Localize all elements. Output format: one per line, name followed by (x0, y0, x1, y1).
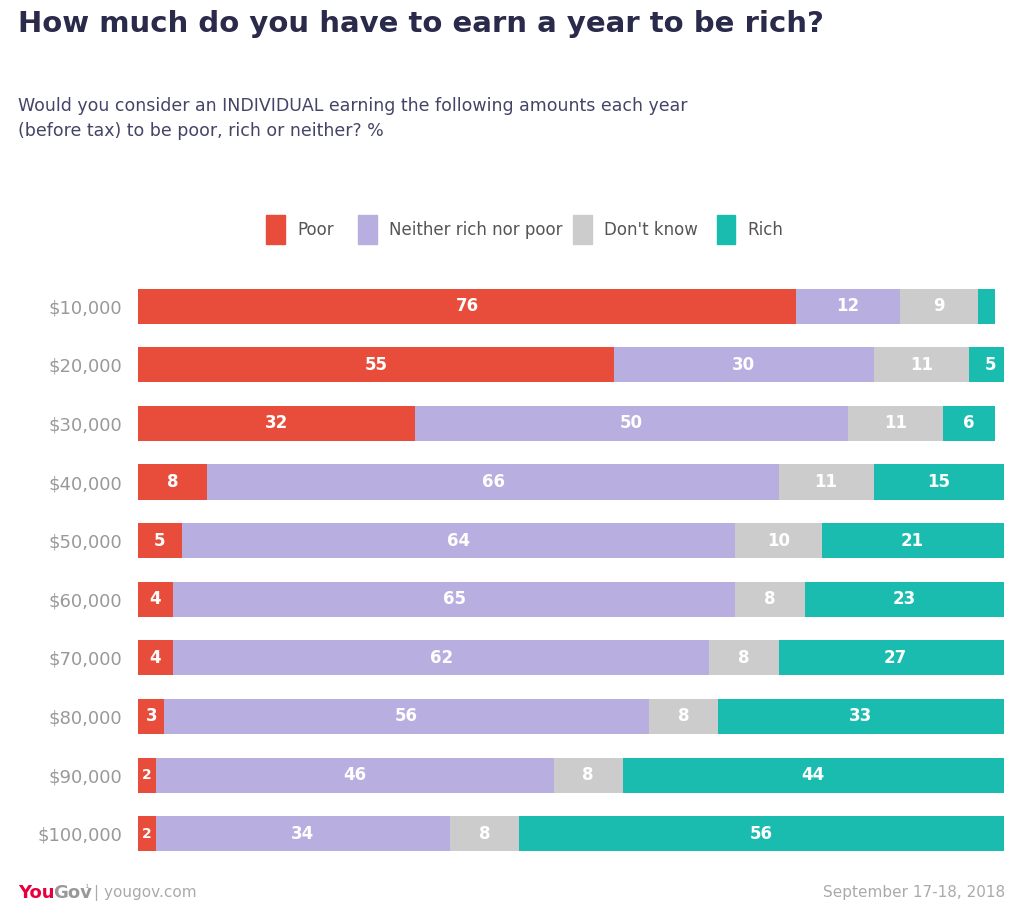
Bar (978, 289, 995, 324)
Text: September 17-18, 2018: September 17-18, 2018 (823, 885, 1006, 900)
Bar (778, 464, 873, 499)
Bar (358, 214, 377, 245)
Bar (138, 581, 173, 617)
Bar (796, 289, 900, 324)
Text: 76: 76 (456, 297, 478, 316)
Bar (138, 641, 173, 676)
Text: 50: 50 (620, 414, 643, 433)
Text: 12: 12 (837, 297, 859, 316)
Text: 5: 5 (155, 532, 166, 550)
Bar (573, 214, 592, 245)
Text: 66: 66 (481, 473, 505, 491)
Bar (173, 641, 710, 676)
Bar (717, 214, 735, 245)
Bar (415, 406, 848, 441)
Bar (138, 816, 156, 851)
Text: 2: 2 (142, 827, 152, 841)
Text: | yougov.com: | yougov.com (94, 884, 197, 901)
Bar (649, 699, 718, 734)
Bar (138, 699, 164, 734)
Bar (138, 464, 208, 499)
Bar (138, 347, 614, 382)
Bar (735, 523, 822, 558)
Text: 23: 23 (892, 590, 915, 608)
Text: 8: 8 (738, 649, 750, 667)
Bar (173, 581, 735, 617)
Text: Neither rich nor poor: Neither rich nor poor (389, 221, 562, 239)
Bar (138, 758, 156, 793)
Text: 4: 4 (150, 590, 162, 608)
Bar (208, 464, 778, 499)
Bar (718, 699, 1004, 734)
Bar (450, 816, 519, 851)
Text: 11: 11 (815, 473, 838, 491)
Bar (735, 581, 805, 617)
Text: 4: 4 (150, 649, 162, 667)
Bar (164, 699, 649, 734)
Text: ¹: ¹ (84, 883, 88, 893)
Text: 30: 30 (732, 355, 756, 374)
Bar (873, 464, 1004, 499)
Text: Gov: Gov (53, 883, 92, 902)
Text: 2: 2 (142, 768, 152, 782)
Text: 32: 32 (265, 414, 289, 433)
Bar (156, 816, 450, 851)
Text: 56: 56 (750, 824, 773, 843)
Text: 10: 10 (767, 532, 791, 550)
Text: Would you consider an INDIVIDUAL earning the following amounts each year
(before: Would you consider an INDIVIDUAL earning… (18, 97, 688, 140)
Text: 34: 34 (291, 824, 314, 843)
Bar (900, 289, 978, 324)
Text: 8: 8 (167, 473, 178, 491)
Bar (138, 289, 796, 324)
Text: 15: 15 (927, 473, 950, 491)
Bar (554, 758, 623, 793)
Bar (519, 816, 1004, 851)
Text: 65: 65 (442, 590, 466, 608)
Text: 9: 9 (933, 297, 944, 316)
Bar (805, 581, 1004, 617)
Text: 44: 44 (802, 766, 824, 785)
Text: 5: 5 (985, 355, 996, 374)
Text: Don't know: Don't know (604, 221, 698, 239)
Text: 27: 27 (884, 649, 907, 667)
Text: 3: 3 (145, 707, 157, 725)
Text: 46: 46 (343, 766, 367, 785)
Text: 8: 8 (478, 824, 490, 843)
Bar (969, 347, 1012, 382)
Text: Poor: Poor (297, 221, 334, 239)
Text: 11: 11 (884, 414, 907, 433)
Text: 8: 8 (583, 766, 594, 785)
Text: Rich: Rich (748, 221, 783, 239)
Text: 21: 21 (901, 532, 925, 550)
Text: 6: 6 (964, 414, 975, 433)
Text: 8: 8 (678, 707, 689, 725)
Bar (822, 523, 1004, 558)
Text: 8: 8 (764, 590, 775, 608)
Text: 33: 33 (849, 707, 872, 725)
Bar (138, 523, 181, 558)
Bar (156, 758, 554, 793)
Text: How much do you have to earn a year to be rich?: How much do you have to earn a year to b… (18, 10, 824, 38)
Text: 64: 64 (446, 532, 470, 550)
Text: 62: 62 (429, 649, 453, 667)
Bar (848, 406, 943, 441)
Bar (266, 214, 285, 245)
Bar (778, 641, 1012, 676)
Bar (873, 347, 969, 382)
Text: 55: 55 (365, 355, 388, 374)
Text: You: You (18, 883, 55, 902)
Text: 56: 56 (395, 707, 418, 725)
Bar (943, 406, 995, 441)
Bar (181, 523, 735, 558)
Bar (623, 758, 1004, 793)
Bar (614, 347, 873, 382)
Bar (138, 406, 415, 441)
Bar (710, 641, 778, 676)
Text: 11: 11 (909, 355, 933, 374)
